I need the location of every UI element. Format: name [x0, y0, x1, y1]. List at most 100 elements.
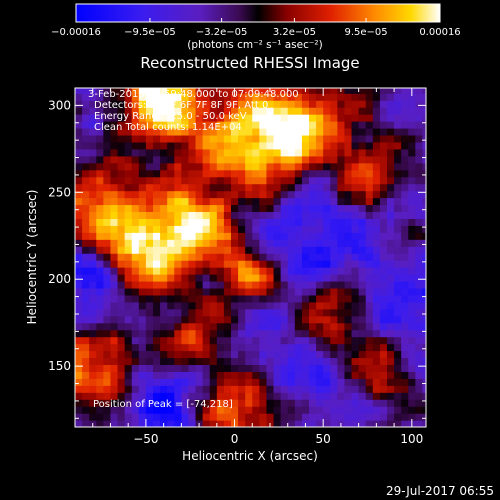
heatmap-cell: [216, 225, 225, 233]
heatmap-cell: [75, 183, 83, 192]
heatmap-cell: [82, 239, 90, 247]
heatmap-cell: [75, 336, 83, 345]
heatmap-cell: [160, 100, 168, 108]
heatmap-cell: [280, 218, 289, 226]
heatmap-cell: [280, 204, 289, 213]
heatmap-cell: [117, 211, 126, 219]
heatmap-cell: [117, 93, 126, 101]
heatmap-cell: [387, 204, 395, 213]
heatmap-cell: [408, 413, 416, 421]
heatmap-cell: [103, 336, 112, 345]
heatmap-cell: [280, 343, 289, 352]
heatmap-cell: [316, 93, 324, 101]
heatmap-cell: [408, 246, 416, 254]
heatmap-cell: [181, 190, 190, 199]
heatmap-cell: [351, 204, 360, 213]
heatmap-cell: [188, 392, 197, 400]
heatmap-cell: [110, 148, 119, 157]
heatmap-cell: [216, 420, 225, 427]
heatmap-cell: [273, 385, 282, 393]
heatmap-cell: [195, 294, 204, 303]
heatmap-cell: [216, 350, 225, 359]
heatmap-cell: [89, 134, 97, 143]
heatmap-cell: [195, 343, 204, 352]
colorbar-unit-label: (photons cm⁻² s⁻¹ asec⁻²): [187, 39, 322, 51]
heatmap-cell: [181, 141, 190, 150]
heatmap-cell: [379, 232, 388, 240]
heatmap-cell: [273, 392, 282, 400]
heatmap-cell: [422, 364, 426, 372]
heatmap-cell: [103, 378, 112, 386]
heatmap-cell: [344, 413, 353, 421]
heatmap-cell: [309, 211, 317, 219]
heatmap-cell: [287, 315, 296, 324]
heatmap-cell: [216, 343, 225, 352]
heatmap-cell: [294, 148, 303, 157]
heatmap-cell: [330, 267, 338, 275]
heatmap-cell: [358, 392, 367, 400]
heatmap-cell: [309, 204, 317, 213]
heatmap-cell: [75, 211, 83, 219]
heatmap-cell: [181, 127, 190, 136]
heatmap-cell: [145, 162, 154, 171]
heatmap-cell: [216, 406, 225, 414]
heatmap-cell: [259, 253, 268, 261]
heatmap-cell: [110, 134, 119, 143]
heatmap-cell: [365, 134, 374, 143]
heatmap-cell: [309, 190, 317, 199]
heatmap-cell: [188, 162, 197, 171]
heatmap-cell: [117, 183, 126, 192]
heatmap-cell: [216, 315, 225, 324]
heatmap-cell: [188, 385, 197, 393]
heatmap-cell: [372, 343, 381, 352]
heatmap-cell: [231, 246, 239, 254]
heatmap-cell: [323, 148, 331, 157]
heatmap-cell: [330, 169, 338, 178]
heatmap-cell: [323, 204, 331, 213]
heatmap-cell: [89, 364, 97, 372]
heatmap-cell: [160, 260, 168, 268]
colorbar: [75, 3, 441, 23]
heatmap-cell: [188, 322, 197, 331]
heatmap-cell: [379, 329, 388, 338]
heatmap-cell: [245, 218, 253, 226]
heatmap-cell: [75, 378, 83, 386]
heatmap-cell: [131, 121, 140, 129]
heatmap-cell: [273, 183, 282, 192]
heatmap-cell: [408, 121, 416, 129]
heatmap-cell: [238, 246, 246, 254]
y-axis-label: Heliocentric Y (arcsec): [25, 190, 39, 325]
heatmap-cell: [160, 134, 168, 143]
heatmap-cell: [387, 114, 395, 122]
heatmap-cell: [96, 420, 104, 427]
heatmap-cell: [167, 148, 175, 157]
heatmap-cell: [181, 267, 190, 275]
heatmap-cell: [372, 322, 381, 331]
heatmap-cell: [216, 121, 225, 129]
heatmap-cell: [294, 121, 303, 129]
heatmap-cell: [216, 127, 225, 136]
heatmap-cell: [287, 294, 296, 303]
heatmap-cell: [330, 114, 338, 122]
heatmap-cell: [238, 350, 246, 359]
heatmap-cell: [209, 274, 218, 282]
heatmap-cell: [238, 127, 246, 136]
heatmap-cell: [379, 162, 388, 171]
heatmap-cell: [202, 274, 211, 282]
heatmap-cell: [379, 301, 388, 310]
heatmap-cell: [131, 127, 140, 136]
heatmap-cell: [323, 253, 331, 261]
heatmap-cell: [174, 260, 182, 268]
heatmap-cell: [259, 141, 268, 150]
heatmap-cell: [266, 371, 275, 379]
heatmap-cell: [110, 420, 119, 427]
heatmap-cell: [202, 280, 211, 289]
heatmap-cell: [153, 190, 161, 199]
footer-timestamp: 29-Jul-2017 06:55: [386, 484, 494, 498]
heatmap-cell: [280, 239, 289, 247]
heatmap-cell: [160, 253, 168, 261]
heatmap-cell: [209, 253, 218, 261]
heatmap-cell: [75, 357, 83, 366]
heatmap-cell: [75, 155, 83, 164]
heatmap-cell: [96, 315, 104, 324]
